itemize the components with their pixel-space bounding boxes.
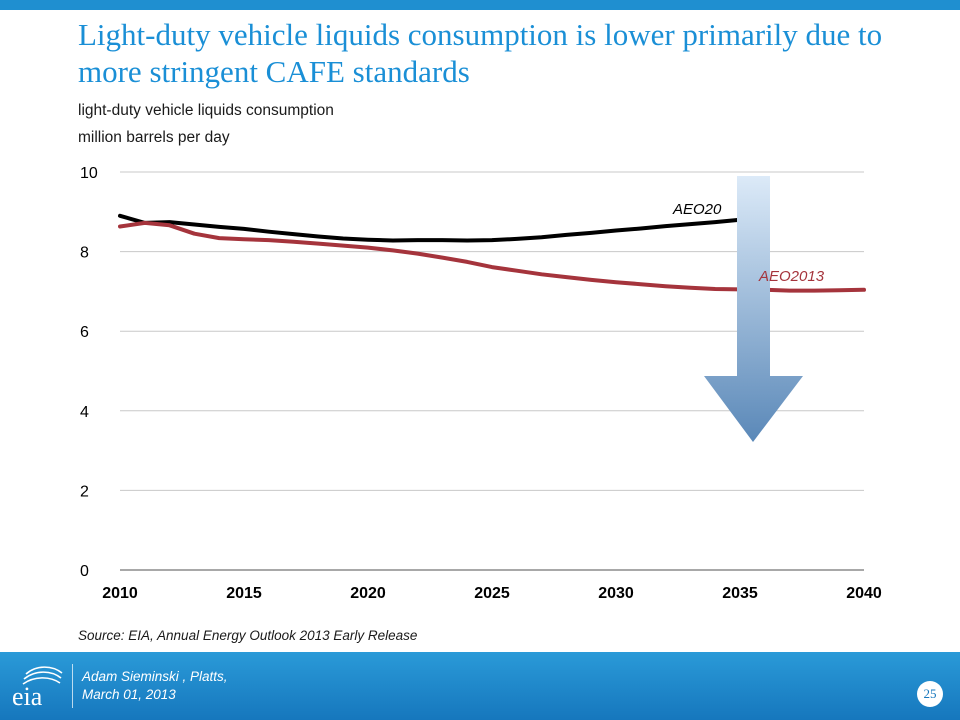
x-tick-label: 2010 — [102, 585, 138, 602]
x-tick-label: 2025 — [474, 585, 510, 602]
source-note: Source: EIA, Annual Energy Outlook 2013 … — [78, 628, 418, 643]
y-tick-label: 2 — [80, 483, 89, 500]
series-line-aeo2012 — [118, 213, 742, 243]
top-accent-bar — [0, 0, 960, 10]
svg-text:eia: eia — [12, 682, 43, 710]
down-arrow-annotation — [704, 176, 803, 442]
y-tick-label: 0 — [80, 563, 89, 580]
series-label-aeo2012: AEO20 — [672, 201, 722, 218]
y-tick-label: 6 — [80, 324, 89, 341]
y-tick-label: 10 — [80, 165, 98, 182]
presenter-info: Adam Sieminski , Platts, March 01, 2013 — [82, 668, 228, 704]
slide-title: Light-duty vehicle liquids consumption i… — [78, 17, 883, 89]
x-tick-label: 2030 — [598, 585, 634, 602]
x-tick-label: 2020 — [350, 585, 386, 602]
chart-subtitle-units: million barrels per day — [78, 129, 230, 146]
x-tick-label: 2040 — [846, 585, 882, 602]
x-tick-label: 2015 — [226, 585, 262, 602]
chart-subtitle-measure: light-duty vehicle liquids consumption — [78, 102, 334, 119]
footer-bar: eia Adam Sieminski , Platts, March 01, 2… — [0, 652, 960, 720]
page-number: 25 — [917, 681, 943, 707]
y-tick-label: 4 — [80, 404, 89, 421]
presentation-date: March 01, 2013 — [82, 687, 176, 702]
x-axis-tick-labels: 2010 2015 2020 2025 2030 2035 2040 — [102, 585, 882, 602]
presenter-name: Adam Sieminski , Platts, — [82, 669, 228, 684]
y-axis-tick-labels: 0 2 4 6 8 10 — [80, 165, 98, 580]
footer-divider — [72, 664, 73, 708]
eia-logo: eia — [12, 666, 63, 710]
x-tick-label: 2035 — [722, 585, 758, 602]
y-tick-label: 8 — [80, 245, 89, 262]
series-label-aeo2013: AEO2013 — [758, 268, 825, 285]
